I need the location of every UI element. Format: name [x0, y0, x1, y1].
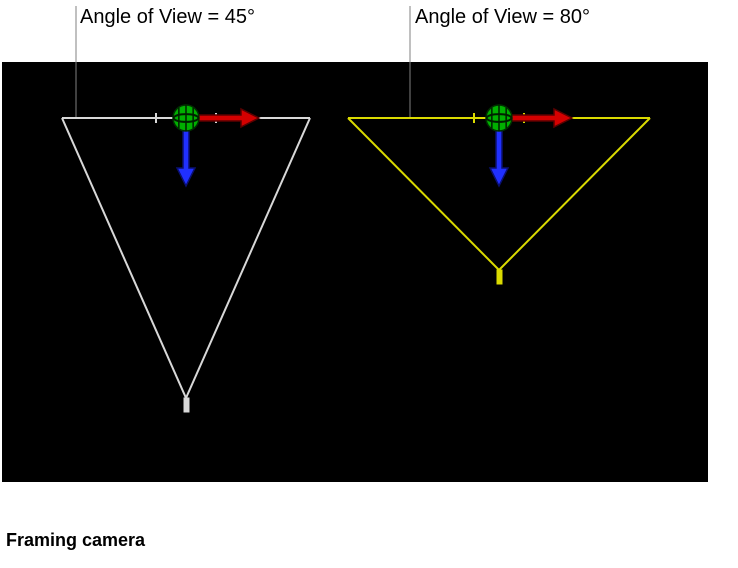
figure-caption: Framing camera — [6, 530, 145, 551]
angle-label-right: Angle of View = 80° — [415, 6, 590, 29]
angle-label-left: Angle of View = 45° — [80, 6, 255, 29]
viewport-black-area — [2, 62, 708, 482]
